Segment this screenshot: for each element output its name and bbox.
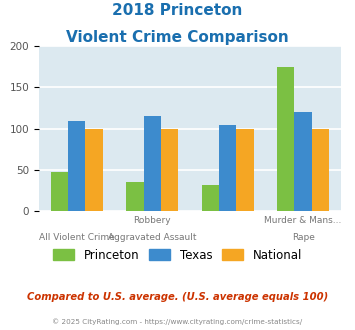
Text: Rape: Rape <box>292 233 315 242</box>
Text: Compared to U.S. average. (U.S. average equals 100): Compared to U.S. average. (U.S. average … <box>27 292 328 302</box>
Bar <box>312 129 329 211</box>
Bar <box>236 129 254 211</box>
Bar <box>219 124 236 211</box>
Text: All Violent Crime: All Violent Crime <box>39 233 115 242</box>
Bar <box>277 67 294 211</box>
Bar <box>143 116 161 211</box>
Bar <box>51 172 68 211</box>
Bar <box>68 121 86 211</box>
Text: © 2025 CityRating.com - https://www.cityrating.com/crime-statistics/: © 2025 CityRating.com - https://www.city… <box>53 318 302 325</box>
Bar <box>161 129 178 211</box>
Bar <box>86 129 103 211</box>
Legend: Princeton, Texas, National: Princeton, Texas, National <box>49 244 306 266</box>
Text: Violent Crime Comparison: Violent Crime Comparison <box>66 30 289 45</box>
Text: Robbery: Robbery <box>133 216 171 225</box>
Text: 2018 Princeton: 2018 Princeton <box>112 3 243 18</box>
Bar <box>294 112 312 211</box>
Text: Aggravated Assault: Aggravated Assault <box>108 233 196 242</box>
Bar <box>126 182 143 211</box>
Bar <box>202 185 219 211</box>
Text: Murder & Mans...: Murder & Mans... <box>264 216 342 225</box>
